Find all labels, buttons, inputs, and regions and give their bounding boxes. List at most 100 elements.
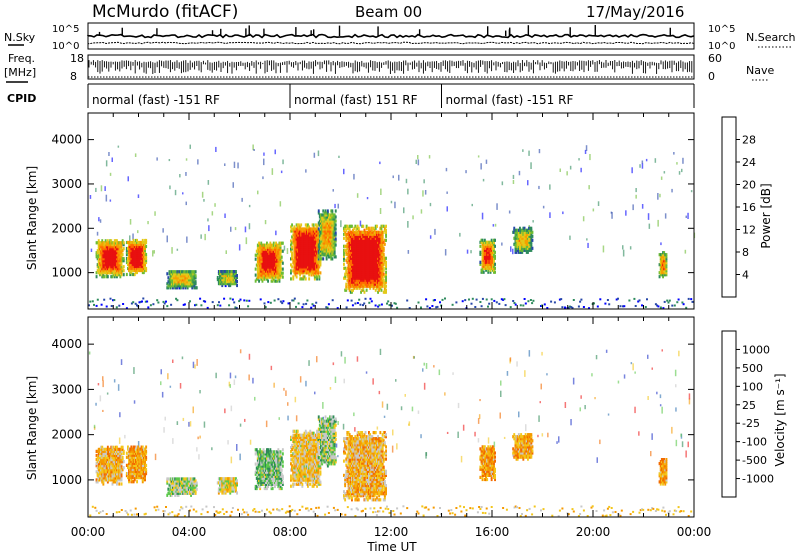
echo-cell (377, 272, 379, 276)
echo-cell (331, 243, 334, 247)
echo-cell (528, 228, 530, 232)
echo-cell (309, 257, 312, 261)
echo-cell (220, 276, 223, 280)
speckle-cell (417, 159, 420, 166)
echo-cell (377, 280, 379, 284)
echo-cell (274, 259, 276, 263)
echo-cell (140, 246, 143, 251)
echo-cell (135, 240, 137, 245)
echo-cell (315, 275, 317, 279)
echo-cell (373, 248, 376, 252)
echo-cell (104, 241, 107, 245)
echo-cell (361, 256, 364, 260)
ground-scatter-cell (605, 514, 608, 517)
echo-cell (490, 258, 493, 262)
speckle-cell (415, 159, 417, 164)
echo-cell (353, 230, 356, 234)
echo-cell (274, 257, 276, 261)
echo-cell (235, 272, 237, 276)
echo-cell (117, 255, 120, 259)
echo-cell (181, 274, 183, 278)
echo-cell (268, 263, 271, 267)
echo-cell (113, 241, 116, 245)
echo-cell (343, 232, 345, 236)
echo-cell (333, 235, 336, 239)
speckle-cell (154, 211, 156, 216)
echo-cell (353, 270, 356, 274)
echo-cell (348, 226, 351, 230)
echo-cell (122, 247, 125, 251)
echo-cell (304, 235, 307, 239)
echo-cell (349, 262, 352, 266)
echo-cell (332, 213, 335, 217)
echo-cell (260, 255, 263, 259)
echo-cell (308, 273, 311, 277)
echo-cell (373, 262, 376, 266)
echo-cell (491, 250, 494, 254)
echo-cell (137, 248, 140, 253)
echo-cell (482, 246, 485, 250)
speckle-cell (185, 201, 187, 206)
velocity-echoes (88, 348, 693, 518)
echo-cell (106, 263, 109, 267)
echo-cell (303, 241, 306, 245)
echo-cell (493, 264, 495, 268)
colorbar-tick-label: 12 (742, 224, 756, 237)
echo-cell (142, 248, 145, 253)
echo-cell (513, 230, 516, 234)
echo-cell (660, 263, 663, 267)
echo-cell (322, 257, 325, 261)
echo-cell (139, 264, 142, 269)
echo-cell (360, 272, 362, 276)
echo-cell (488, 248, 491, 252)
ground-scatter-cell (215, 510, 218, 513)
echo-cell (379, 266, 382, 270)
echo-cell (304, 251, 307, 255)
echo-cell (313, 249, 316, 253)
ground-scatter-cell (641, 304, 643, 307)
echo-cell (268, 245, 271, 249)
echo-cell (369, 230, 372, 234)
echo-cell (319, 255, 322, 259)
echo-cell (133, 240, 136, 245)
echo-cell (363, 260, 366, 264)
echo-cell (263, 255, 266, 259)
echo-cell (298, 249, 300, 253)
echo-cell (274, 261, 276, 265)
echo-cell (99, 241, 101, 245)
echo-cell (313, 227, 316, 231)
speckle-cell (317, 150, 320, 157)
echo-cell (369, 266, 372, 270)
ground-scatter-cell (523, 298, 526, 300)
echo-cell (321, 245, 324, 249)
echo-cell (481, 252, 484, 256)
echo-cell (364, 278, 367, 282)
ground-scatter-cell (206, 511, 209, 514)
echo-cell (310, 251, 313, 255)
echo-cell (365, 270, 368, 274)
echo-cell (364, 232, 367, 236)
echo-cell (354, 224, 357, 228)
echo-cell (112, 247, 115, 251)
echo-cell (378, 282, 381, 286)
echo-cell (364, 234, 367, 238)
ground-scatter-cell (372, 511, 375, 514)
speckle-cell (182, 192, 184, 195)
echo-cell (135, 252, 137, 257)
echo-cell (374, 242, 377, 246)
ground-scatter-cell (229, 514, 232, 517)
echo-cell (326, 241, 329, 245)
echo-cell (145, 238, 148, 243)
echo-cell (368, 278, 370, 282)
echo-cell (308, 261, 311, 265)
echo-cell (364, 272, 367, 276)
echo-cell (112, 273, 115, 277)
ground-scatter-cell (586, 515, 589, 517)
echo-cell (275, 247, 277, 251)
echo-cell (362, 252, 365, 256)
echo-cell (290, 239, 292, 243)
speckle-cell (179, 174, 181, 178)
echo-cell (324, 215, 327, 219)
echo-cell (368, 248, 370, 252)
echo-cell (326, 227, 329, 231)
